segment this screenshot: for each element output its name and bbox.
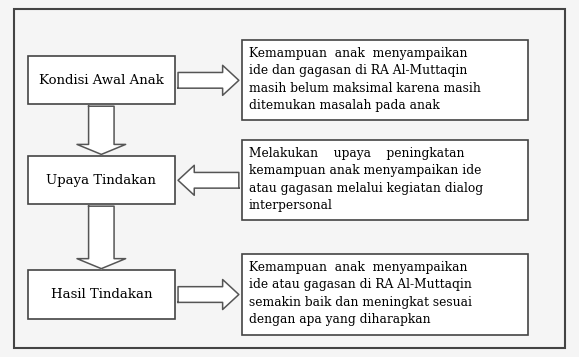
FancyBboxPatch shape [27,271,175,318]
Text: Melakukan    upaya    peningkatan
kemampuan anak menyampaikan ide
atau gagasan m: Melakukan upaya peningkatan kemampuan an… [249,146,483,212]
Polygon shape [77,206,126,268]
Polygon shape [77,106,126,154]
Text: Kemampuan  anak  menyampaikan
ide dan gagasan di RA Al-Muttaqin
masih belum maks: Kemampuan anak menyampaikan ide dan gaga… [249,46,481,112]
Text: Kondisi Awal Anak: Kondisi Awal Anak [39,74,164,87]
FancyBboxPatch shape [27,56,175,104]
Text: Upaya Tindakan: Upaya Tindakan [46,174,156,187]
Polygon shape [178,165,239,195]
Polygon shape [178,65,239,95]
FancyBboxPatch shape [27,156,175,204]
FancyBboxPatch shape [242,140,529,220]
Text: Hasil Tindakan: Hasil Tindakan [50,288,152,301]
Polygon shape [178,280,239,310]
FancyBboxPatch shape [242,254,529,335]
FancyBboxPatch shape [242,40,529,121]
Text: Kemampuan  anak  menyampaikan
ide atau gagasan di RA Al-Muttaqin
semakin baik da: Kemampuan anak menyampaikan ide atau gag… [249,261,472,326]
